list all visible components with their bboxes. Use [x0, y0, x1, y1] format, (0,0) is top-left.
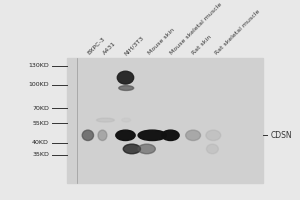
Ellipse shape — [206, 130, 221, 141]
Ellipse shape — [122, 118, 131, 122]
Text: 55KD: 55KD — [32, 121, 49, 126]
Ellipse shape — [82, 130, 94, 141]
Text: Rat skeletal muscle: Rat skeletal muscle — [214, 9, 261, 56]
Text: Mouse skin: Mouse skin — [147, 28, 176, 56]
Ellipse shape — [186, 130, 200, 141]
Text: A431: A431 — [102, 41, 117, 56]
Ellipse shape — [116, 130, 135, 141]
Text: 40KD: 40KD — [32, 140, 49, 145]
Ellipse shape — [123, 144, 140, 154]
Ellipse shape — [97, 118, 114, 122]
Ellipse shape — [117, 71, 134, 84]
Text: Rat skin: Rat skin — [192, 35, 213, 56]
Text: Mouse skeletal muscle: Mouse skeletal muscle — [169, 2, 223, 56]
Ellipse shape — [138, 130, 166, 141]
Bar — [67, 58, 263, 183]
Text: CDSN: CDSN — [270, 131, 292, 140]
Ellipse shape — [206, 144, 218, 154]
Ellipse shape — [119, 86, 134, 90]
Text: 100KD: 100KD — [28, 82, 49, 87]
Ellipse shape — [138, 144, 155, 154]
Text: NIH/3T3: NIH/3T3 — [123, 35, 145, 56]
Text: BXPC-3: BXPC-3 — [86, 36, 106, 56]
Text: 70KD: 70KD — [32, 106, 49, 111]
Ellipse shape — [98, 130, 107, 141]
Text: 35KD: 35KD — [32, 152, 49, 157]
Ellipse shape — [162, 130, 179, 141]
Text: 130KD: 130KD — [28, 63, 49, 68]
